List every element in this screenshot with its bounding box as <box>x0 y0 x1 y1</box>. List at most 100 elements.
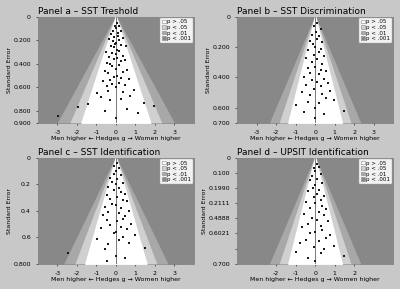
Point <box>116 166 122 171</box>
Point <box>310 42 316 46</box>
Point <box>115 31 121 36</box>
Point <box>108 44 114 49</box>
Point <box>312 201 318 205</box>
Point <box>109 202 116 206</box>
Point <box>321 54 328 58</box>
Point <box>132 232 138 237</box>
Point <box>111 75 118 79</box>
Point <box>321 77 328 81</box>
Point <box>293 249 299 254</box>
Point <box>314 21 321 25</box>
Point <box>109 64 116 68</box>
Point <box>122 44 129 49</box>
Text: Panel a – SST Treshold: Panel a – SST Treshold <box>38 7 138 16</box>
Point <box>319 92 326 96</box>
Point <box>103 259 110 263</box>
Point <box>317 172 324 177</box>
Point <box>107 175 114 180</box>
Point <box>116 211 122 216</box>
Point <box>319 40 326 45</box>
Text: Panel b – SST Discrimination: Panel b – SST Discrimination <box>237 7 366 16</box>
Point <box>123 67 130 72</box>
Point <box>107 223 114 228</box>
Point <box>327 233 334 237</box>
Point <box>306 231 313 236</box>
Point <box>116 63 122 67</box>
Point <box>319 61 326 66</box>
X-axis label: Men higher ← Hedges g → Women higher: Men higher ← Hedges g → Women higher <box>250 277 380 282</box>
Point <box>297 240 303 245</box>
Point <box>125 77 132 81</box>
Point <box>131 87 138 92</box>
Point <box>317 27 324 31</box>
Point <box>111 163 118 168</box>
Point <box>300 212 307 216</box>
Point <box>94 236 100 241</box>
Point <box>151 104 157 109</box>
Point <box>102 109 108 113</box>
Point <box>112 24 118 28</box>
Point <box>325 81 332 86</box>
Point <box>113 66 120 71</box>
Point <box>122 83 128 87</box>
Point <box>120 198 126 203</box>
Point <box>312 258 319 263</box>
Point <box>321 111 328 116</box>
Point <box>103 84 110 88</box>
Point <box>312 64 318 69</box>
Point <box>331 98 337 102</box>
Point <box>107 78 114 83</box>
Y-axis label: Standard Error: Standard Error <box>206 47 211 93</box>
Point <box>300 75 307 79</box>
Point <box>113 253 120 258</box>
Point <box>115 33 121 38</box>
Point <box>110 171 117 176</box>
Point <box>122 256 128 261</box>
Point <box>120 36 126 40</box>
Point <box>300 110 307 114</box>
Y-axis label: Standard Error: Standard Error <box>202 188 207 234</box>
Point <box>310 52 317 57</box>
Point <box>103 50 109 54</box>
Point <box>312 45 318 49</box>
Point <box>306 205 313 210</box>
Point <box>98 226 104 230</box>
Point <box>314 177 321 181</box>
Point <box>113 182 119 187</box>
Point <box>124 199 130 204</box>
Point <box>111 45 118 50</box>
Point <box>315 49 322 54</box>
Point <box>315 210 322 214</box>
Point <box>113 40 119 45</box>
Point <box>122 58 128 63</box>
Point <box>319 204 326 208</box>
Legend: p > .05, p < .05, p < .01, p < .001: p > .05, p < .05, p < .01, p < .001 <box>359 18 392 43</box>
Point <box>314 37 320 42</box>
Point <box>302 237 309 242</box>
Point <box>111 231 118 236</box>
Point <box>100 212 106 217</box>
Point <box>114 161 121 165</box>
Point <box>118 190 124 194</box>
Text: Panel c – SST Identification: Panel c – SST Identification <box>38 148 160 157</box>
Point <box>314 57 320 62</box>
Point <box>114 47 121 52</box>
Point <box>319 228 326 233</box>
Point <box>312 183 318 187</box>
Point <box>118 224 124 229</box>
Point <box>126 208 132 213</box>
Point <box>126 240 132 245</box>
Point <box>105 210 112 214</box>
Point <box>118 43 124 47</box>
Point <box>118 173 124 177</box>
Point <box>122 214 128 218</box>
Point <box>142 246 148 250</box>
Point <box>64 251 71 255</box>
Point <box>127 93 134 98</box>
Point <box>315 72 322 77</box>
Point <box>293 102 299 107</box>
Point <box>116 186 122 190</box>
Point <box>116 80 122 85</box>
Point <box>108 32 114 37</box>
Point <box>306 71 313 75</box>
